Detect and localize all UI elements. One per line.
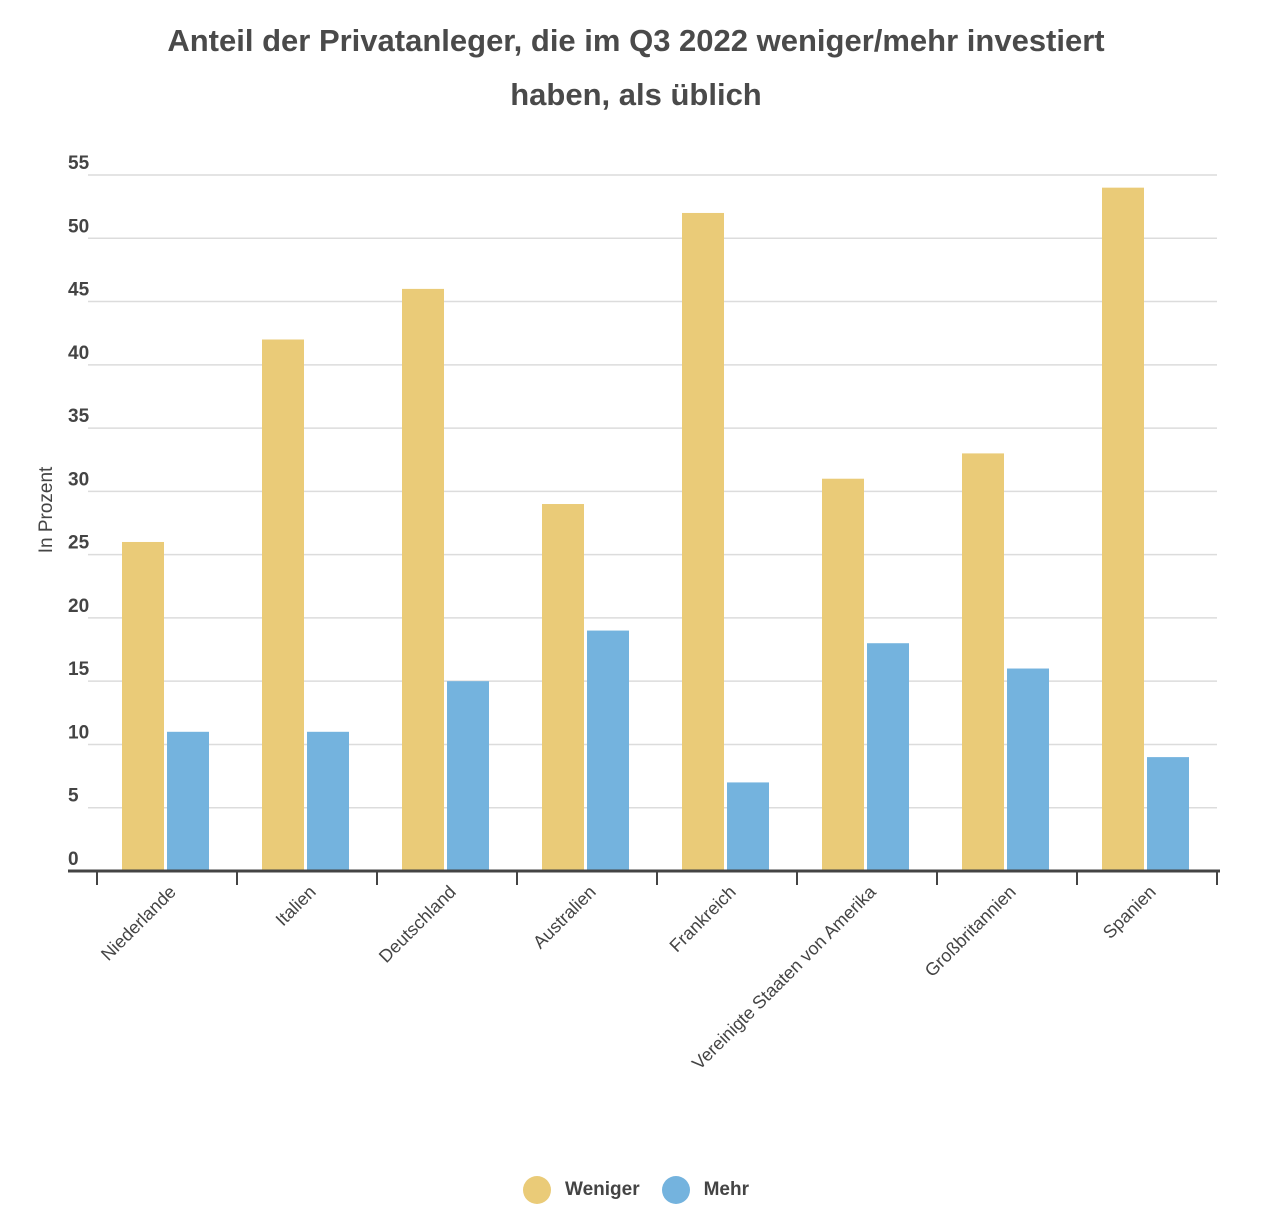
y-tick-label: 55 bbox=[68, 153, 90, 174]
legend-label-weniger: Weniger bbox=[564, 1179, 640, 1200]
bar-weniger: Australien Weniger: 29 bbox=[542, 504, 584, 871]
bar-mehr: Australien Mehr: 19 bbox=[587, 630, 629, 871]
y-tick-label: 10 bbox=[68, 722, 89, 743]
legend-label-mehr: Mehr bbox=[703, 1179, 749, 1200]
y-axis-label: In Prozent bbox=[36, 466, 57, 553]
bar-mehr: Frankreich Mehr: 7 bbox=[727, 782, 769, 871]
bar-weniger: Vereinigte Staaten von Amerika Weniger: … bbox=[822, 478, 864, 871]
chart-title-line-2: haben, als üblich bbox=[510, 77, 762, 112]
y-tick-label: 0 bbox=[68, 849, 79, 870]
legend-item-mehr[interactable]: Mehr bbox=[661, 1176, 749, 1204]
y-tick-label: 30 bbox=[68, 469, 89, 490]
chart-title-line-1: Anteil der Privatanleger, die im Q3 2022… bbox=[167, 23, 1105, 58]
y-tick-label: 15 bbox=[68, 659, 90, 680]
bar-mehr: Deutschland Mehr: 15 bbox=[447, 681, 489, 871]
bar-weniger: Deutschland Weniger: 46 bbox=[402, 288, 444, 872]
x-tick-label: Deutschland bbox=[375, 882, 460, 967]
x-tick-label: Italien bbox=[272, 882, 320, 930]
bar-weniger: Niederlande Weniger: 26 bbox=[122, 541, 164, 871]
x-tick-label: Spanien bbox=[1099, 882, 1160, 943]
bar-mehr: Großbritannien Mehr: 16 bbox=[1007, 668, 1049, 871]
legend: Weniger Mehr bbox=[0, 1176, 1272, 1204]
y-tick-label: 25 bbox=[68, 533, 90, 554]
y-tick-label: 5 bbox=[68, 786, 79, 807]
bar-weniger: Frankreich Weniger: 52 bbox=[682, 212, 724, 872]
chart-title: Anteil der Privatanleger, die im Q3 2022… bbox=[0, 14, 1272, 122]
bar-mehr: Italien Mehr: 11 bbox=[307, 731, 349, 871]
bar-mehr: Vereinigte Staaten von Amerika Mehr: 18 bbox=[867, 643, 909, 871]
x-tick-label: Australien bbox=[529, 882, 600, 953]
legend-swatch-mehr bbox=[661, 1176, 690, 1204]
y-tick-label: 35 bbox=[68, 406, 90, 427]
x-tick-label: Niederlande bbox=[97, 882, 180, 965]
y-tick-label: 50 bbox=[68, 216, 89, 237]
bar-weniger: Spanien Weniger: 54 bbox=[1102, 187, 1144, 871]
y-tick-label: 20 bbox=[68, 596, 89, 617]
bar-weniger: Italien Weniger: 42 bbox=[262, 339, 304, 871]
bar-mehr: Spanien Mehr: 9 bbox=[1147, 757, 1189, 871]
legend-swatch-weniger bbox=[522, 1176, 551, 1204]
bar-weniger: Großbritannien Weniger: 33 bbox=[962, 453, 1004, 871]
x-tick-label: Großbritannien bbox=[921, 882, 1020, 981]
x-tick-label: Frankreich bbox=[666, 882, 740, 956]
y-tick-label: 45 bbox=[68, 280, 90, 301]
legend-item-weniger[interactable]: Weniger bbox=[522, 1176, 640, 1204]
bar-mehr: Niederlande Mehr: 11 bbox=[167, 731, 209, 871]
y-tick-label: 40 bbox=[68, 343, 89, 364]
